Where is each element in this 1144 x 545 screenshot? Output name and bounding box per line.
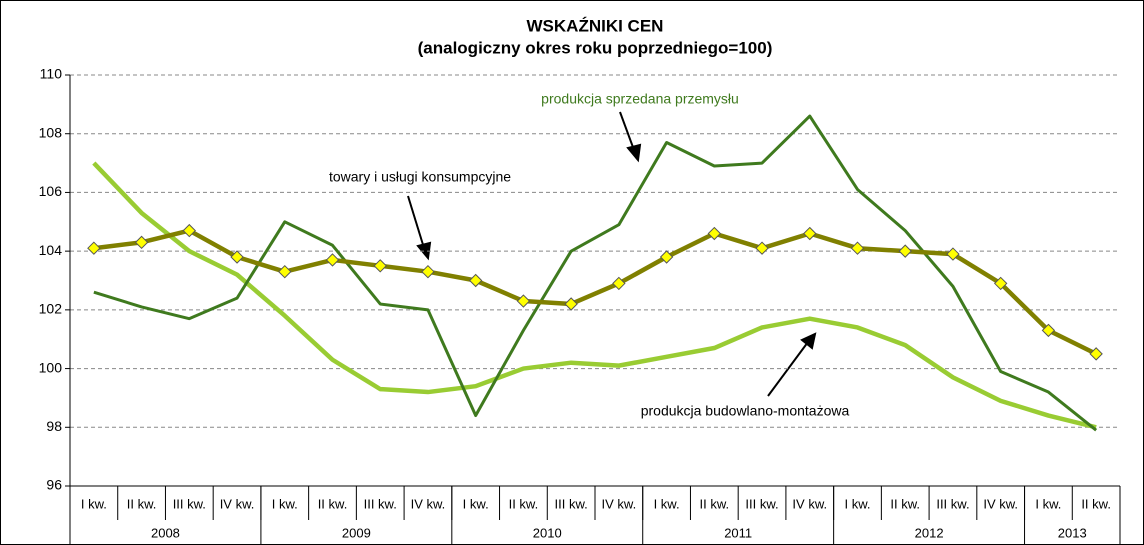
marker — [134, 235, 149, 250]
marker — [182, 223, 197, 238]
x-tick-label: IV kw. — [983, 496, 1018, 511]
marker — [898, 244, 912, 258]
marker — [325, 253, 340, 267]
x-tick-label: IV kw. — [602, 496, 637, 511]
y-tick-label: 100 — [39, 359, 63, 375]
x-tick-label: I kw. — [272, 496, 298, 511]
year-label: 2010 — [533, 525, 562, 540]
marker — [421, 264, 435, 279]
marker — [87, 241, 101, 255]
y-tick-label: 106 — [39, 183, 63, 199]
annotation: produkcja budowlano-montażowa — [641, 403, 850, 419]
series-line — [93, 228, 1098, 356]
marker — [993, 276, 1008, 291]
year-label: 2012 — [915, 525, 944, 540]
arrow-head — [800, 332, 817, 350]
year-label: 2011 — [724, 525, 752, 540]
y-tick-label: 102 — [39, 301, 63, 317]
arrows — [407, 111, 817, 397]
marker — [230, 250, 244, 264]
y-tick-label: 110 — [40, 66, 63, 82]
x-tick-label: IV kw. — [220, 496, 255, 511]
x-tick-label: I kw. — [81, 496, 107, 511]
year-label: 2008 — [151, 525, 180, 540]
marker — [1089, 347, 1103, 361]
chart-subtitle: (analogiczny okres roku poprzedniego=100… — [418, 38, 773, 57]
marker — [564, 297, 578, 311]
x-tick-label: III kw. — [364, 496, 397, 511]
y-tick-label: 98 — [46, 418, 62, 434]
x-tick-label: II kw. — [509, 496, 539, 511]
x-tick-label: II kw. — [318, 496, 348, 511]
y-tick-label: 104 — [39, 242, 63, 258]
x-tick-label: III kw. — [745, 496, 778, 511]
marker — [755, 241, 769, 255]
series-line — [92, 161, 1097, 430]
arrow — [619, 111, 635, 151]
marker — [516, 294, 531, 308]
x-tick-label: I kw. — [1035, 496, 1061, 511]
marker — [1041, 323, 1056, 338]
x-tick-label: IV kw. — [792, 496, 827, 511]
x-tick-label: I kw. — [654, 496, 680, 511]
marker — [278, 264, 292, 279]
x-tick-label: III kw. — [173, 496, 206, 511]
x-tick-label: III kw. — [936, 496, 969, 511]
marker — [803, 226, 817, 241]
x-tick-label: III kw. — [555, 496, 588, 511]
arrow-head — [626, 143, 642, 163]
year-label: 2009 — [342, 525, 371, 540]
x-tick-label: II kw. — [1081, 496, 1111, 511]
marker — [946, 247, 960, 261]
x-tick-label: I kw. — [844, 496, 870, 511]
arrow — [407, 195, 425, 249]
marker — [707, 226, 722, 241]
marker — [850, 241, 865, 255]
marker — [659, 250, 674, 264]
annotation: produkcja sprzedana przemysłu — [541, 91, 739, 107]
marker — [612, 276, 626, 291]
year-label: 2013 — [1058, 525, 1087, 540]
x-tick-label: II kw. — [127, 496, 157, 511]
x-tick-label: I kw. — [463, 496, 489, 511]
annotation: towary i usługi konsumpcyjne — [329, 169, 511, 185]
marker — [373, 259, 387, 273]
x-tick-label: II kw. — [700, 496, 730, 511]
y-tick-label: 108 — [39, 124, 63, 140]
marker — [468, 273, 483, 288]
x-tick-label: II kw. — [890, 496, 920, 511]
chart-title: WSKAŹNIKI CEN — [527, 16, 664, 35]
series-line — [93, 114, 1098, 432]
x-tick-label: IV kw. — [411, 496, 446, 511]
y-tick-label: 96 — [46, 477, 62, 493]
arrow-head — [416, 241, 432, 261]
